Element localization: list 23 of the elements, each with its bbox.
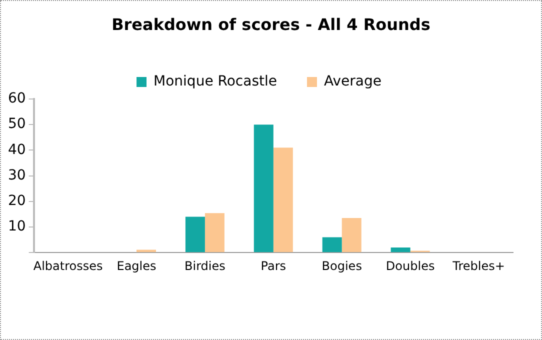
legend-label: Average <box>324 74 382 90</box>
chart-title: Breakdown of scores - All 4 Rounds <box>110 15 432 34</box>
x-tick-label: Albatrosses <box>33 258 103 273</box>
y-tick-label: 40 <box>8 142 26 158</box>
y-tick-label: 60 <box>8 90 26 107</box>
bar <box>342 218 362 252</box>
x-tick-label: Birdies <box>184 258 226 273</box>
y-tick-label: 10 <box>8 218 26 235</box>
bar <box>185 216 205 252</box>
y-tick-label: 50 <box>8 116 26 132</box>
bar <box>204 213 224 252</box>
y-tick-label: 20 <box>8 193 26 210</box>
y-tick-label: 30 <box>8 167 26 184</box>
x-tick-label: Trebles+ <box>452 258 505 273</box>
x-tick-label: Eagles <box>116 258 156 273</box>
bar <box>390 247 410 252</box>
bar <box>273 148 293 252</box>
bar <box>322 237 342 252</box>
bar <box>254 124 274 252</box>
x-tick-label: Bogies <box>322 258 362 273</box>
x-tick-label: Pars <box>260 258 286 273</box>
legend-label: Monique Rocastle <box>154 74 277 90</box>
x-tick-label: Doubles <box>386 258 435 273</box>
